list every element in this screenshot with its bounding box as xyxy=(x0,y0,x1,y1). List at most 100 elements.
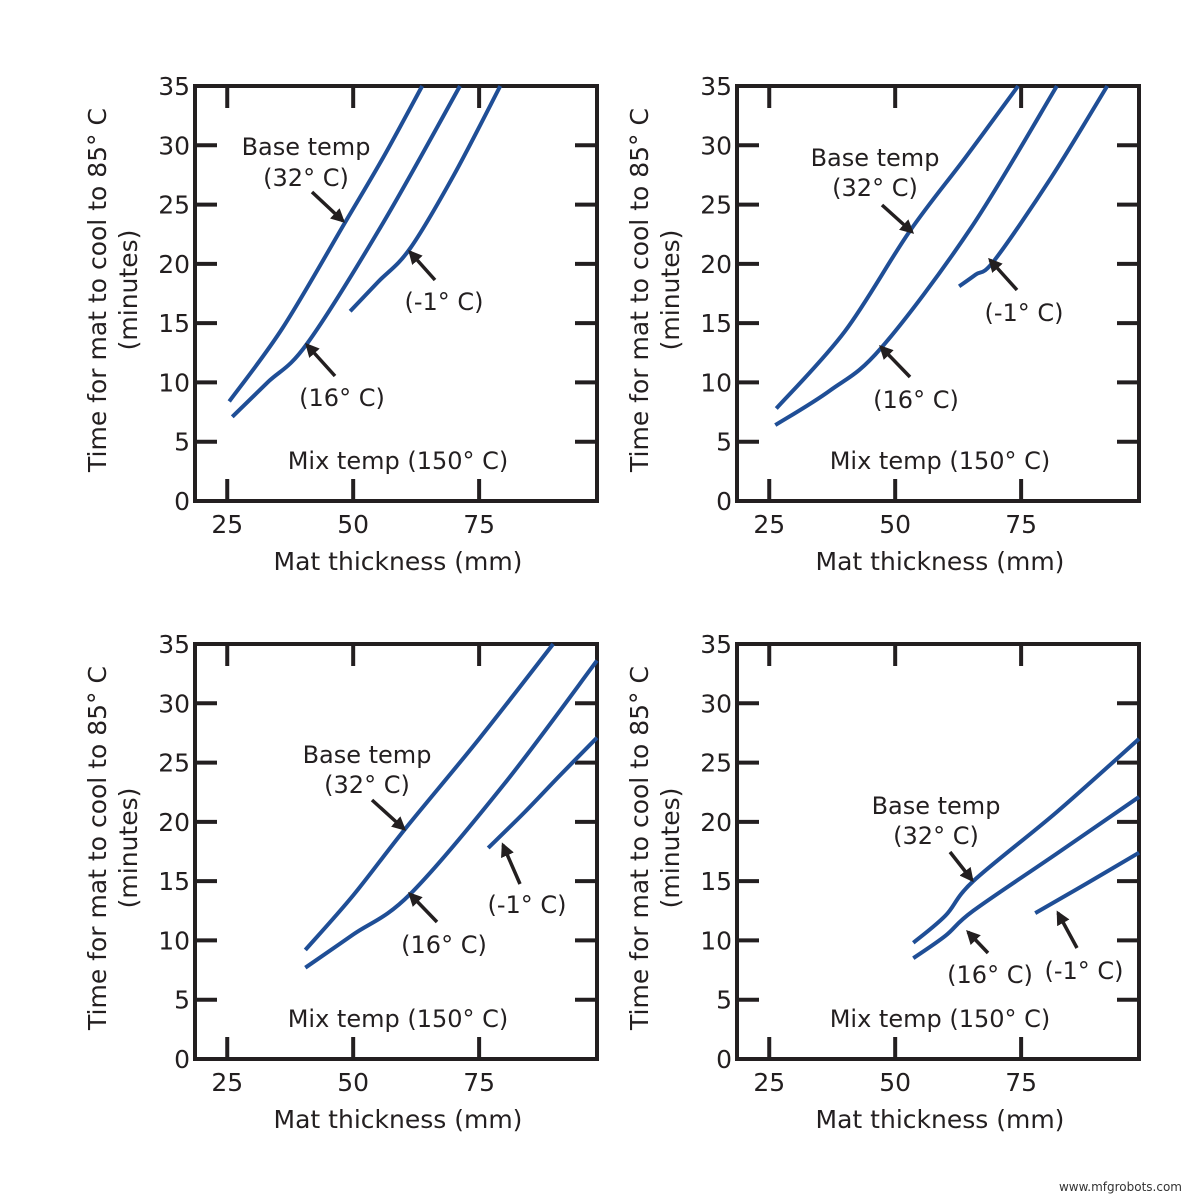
plot-frame xyxy=(735,642,1141,1061)
mix-temp-annotation: Mix temp (150° C) xyxy=(288,447,509,475)
arrow-icon xyxy=(879,344,912,379)
series-label: (32° C) xyxy=(893,822,979,850)
series-label: (32° C) xyxy=(263,164,349,192)
x-tick-label: 50 xyxy=(879,1068,911,1097)
y-axis-label-units: (minutes) xyxy=(114,230,143,351)
y-tick-label: 20 xyxy=(700,250,732,279)
series-label: Base temp xyxy=(811,144,940,172)
series-line xyxy=(957,84,1109,289)
watermark: www.mfgrobots.com xyxy=(1058,1180,1182,1194)
series-line xyxy=(1034,850,1141,915)
arrow-icon xyxy=(1056,910,1079,949)
mix-temp-annotation: Mix temp (150° C) xyxy=(830,1005,1051,1033)
y-tick-label: 20 xyxy=(700,808,732,837)
series-label: (-1° C) xyxy=(1044,957,1123,985)
x-tick-label: 25 xyxy=(753,510,785,539)
arrow-icon xyxy=(408,891,439,924)
y-axis-label-units: (minutes) xyxy=(114,788,143,909)
x-tick-label: 25 xyxy=(211,510,243,539)
y-axis-label-units: (minutes) xyxy=(656,788,685,909)
y-tick-label: 5 xyxy=(174,428,190,457)
series-label: (16° C) xyxy=(299,384,385,412)
series-line xyxy=(230,85,462,419)
x-tick-label: 75 xyxy=(1005,510,1037,539)
y-tick-label: 0 xyxy=(716,487,732,516)
x-axis-label: Mat thickness (mm) xyxy=(274,547,523,576)
series-line xyxy=(304,659,599,970)
series-line xyxy=(348,85,503,313)
plot-frame xyxy=(735,84,1141,503)
series-line xyxy=(912,795,1141,960)
y-tick-label: 15 xyxy=(700,309,732,338)
series-label: (16° C) xyxy=(873,386,959,414)
series-line xyxy=(774,84,1059,427)
arrow-icon xyxy=(310,190,346,223)
series-label: Base temp xyxy=(303,741,432,769)
y-tick-label: 35 xyxy=(158,72,190,101)
y-tick-label: 20 xyxy=(158,250,190,279)
series-label: Base temp xyxy=(872,792,1001,820)
y-tick-label: 5 xyxy=(716,428,732,457)
mix-temp-annotation: Mix temp (150° C) xyxy=(288,1005,509,1033)
y-axis-label: Time for mat to cool to 85° C xyxy=(625,108,654,473)
x-tick-label: 50 xyxy=(337,1068,369,1097)
series-label: Base temp xyxy=(242,133,371,161)
y-tick-label: 0 xyxy=(716,1045,732,1074)
arrow-icon xyxy=(501,842,522,885)
y-axis-label-units: (minutes) xyxy=(656,230,685,351)
series-label: (-1° C) xyxy=(404,288,483,316)
series-line xyxy=(303,642,555,952)
series-line xyxy=(227,85,424,403)
series-label: (-1° C) xyxy=(487,891,566,919)
y-tick-label: 0 xyxy=(174,1045,190,1074)
y-tick-label: 10 xyxy=(700,368,732,397)
y-tick-label: 35 xyxy=(700,630,732,659)
y-axis-label: Time for mat to cool to 85° C xyxy=(83,108,112,473)
y-tick-label: 5 xyxy=(716,986,732,1015)
mix-temp-annotation: Mix temp (150° C) xyxy=(830,447,1051,475)
y-tick-label: 35 xyxy=(700,72,732,101)
x-axis-label: Mat thickness (mm) xyxy=(274,1105,523,1134)
y-tick-label: 5 xyxy=(174,986,190,1015)
y-axis-label: Time for mat to cool to 85° C xyxy=(625,666,654,1031)
series-line xyxy=(774,84,1020,410)
y-tick-label: 35 xyxy=(158,630,190,659)
x-axis-label: Mat thickness (mm) xyxy=(816,547,1065,576)
arrow-icon xyxy=(948,850,974,883)
series-label: (-1° C) xyxy=(984,299,1063,327)
series-line xyxy=(486,736,599,850)
arrow-icon xyxy=(305,342,337,378)
y-tick-label: 25 xyxy=(158,191,190,220)
series-label: (32° C) xyxy=(832,174,918,202)
y-tick-label: 30 xyxy=(158,131,190,160)
y-tick-label: 15 xyxy=(158,867,190,896)
y-tick-label: 15 xyxy=(158,309,190,338)
arrow-icon xyxy=(966,929,990,955)
series-label: (16° C) xyxy=(401,931,487,959)
y-axis-label: Time for mat to cool to 85° C xyxy=(83,666,112,1031)
y-tick-label: 30 xyxy=(158,689,190,718)
chart-panel: 0 5 10 15 20 25 30 35 25 50 75 Base temp(32° C) (16°… xyxy=(625,72,1141,576)
series-label: (32° C) xyxy=(324,771,410,799)
x-axis-label: Mat thickness (mm) xyxy=(816,1105,1065,1134)
y-tick-label: 10 xyxy=(700,926,732,955)
y-tick-label: 10 xyxy=(158,368,190,397)
y-tick-label: 25 xyxy=(700,191,732,220)
y-tick-label: 10 xyxy=(158,926,190,955)
y-tick-label: 20 xyxy=(158,808,190,837)
arrow-icon xyxy=(988,257,1019,292)
arrow-icon xyxy=(880,203,915,234)
y-tick-label: 30 xyxy=(700,689,732,718)
y-tick-label: 30 xyxy=(700,131,732,160)
y-tick-label: 0 xyxy=(174,487,190,516)
x-tick-label: 25 xyxy=(211,1068,243,1097)
y-tick-label: 25 xyxy=(700,749,732,778)
series-line xyxy=(912,737,1141,945)
x-tick-label: 50 xyxy=(879,510,911,539)
plot-frame xyxy=(193,642,599,1061)
arrow-icon xyxy=(408,249,437,282)
